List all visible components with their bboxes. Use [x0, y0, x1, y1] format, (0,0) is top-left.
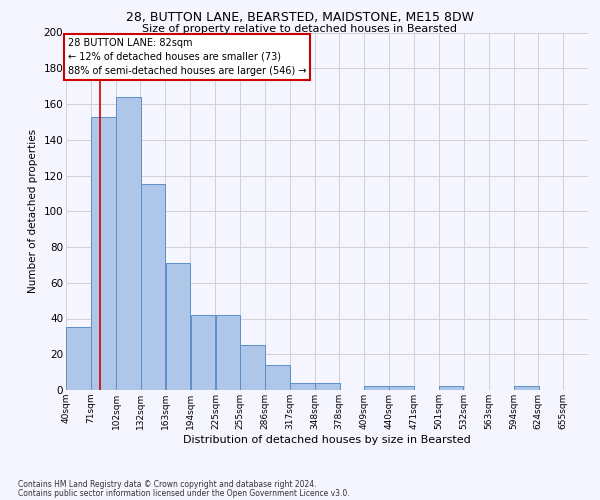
Bar	[315, 383, 340, 390]
Bar	[116, 97, 141, 390]
Text: 28 BUTTON LANE: 82sqm
← 12% of detached houses are smaller (73)
88% of semi-deta: 28 BUTTON LANE: 82sqm ← 12% of detached …	[68, 38, 306, 76]
Bar	[514, 386, 539, 390]
Bar	[290, 383, 314, 390]
Bar	[439, 386, 463, 390]
Bar	[389, 386, 414, 390]
Y-axis label: Number of detached properties: Number of detached properties	[28, 129, 38, 294]
Bar	[91, 116, 116, 390]
Text: Contains public sector information licensed under the Open Government Licence v3: Contains public sector information licen…	[18, 488, 350, 498]
Bar	[166, 263, 190, 390]
Bar	[240, 346, 265, 390]
Bar	[191, 315, 215, 390]
X-axis label: Distribution of detached houses by size in Bearsted: Distribution of detached houses by size …	[183, 434, 471, 444]
Bar	[66, 328, 91, 390]
Bar	[215, 315, 241, 390]
Text: 28, BUTTON LANE, BEARSTED, MAIDSTONE, ME15 8DW: 28, BUTTON LANE, BEARSTED, MAIDSTONE, ME…	[126, 11, 474, 24]
Text: Contains HM Land Registry data © Crown copyright and database right 2024.: Contains HM Land Registry data © Crown c…	[18, 480, 317, 489]
Bar	[140, 184, 165, 390]
Bar	[364, 386, 389, 390]
Bar	[265, 365, 290, 390]
Text: Size of property relative to detached houses in Bearsted: Size of property relative to detached ho…	[143, 24, 458, 34]
